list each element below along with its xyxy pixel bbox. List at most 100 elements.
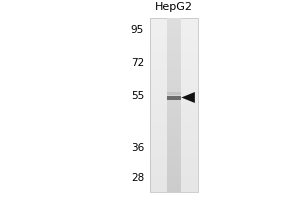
Bar xyxy=(150,93,198,96)
Bar xyxy=(167,131,181,134)
Bar xyxy=(150,134,198,137)
Bar xyxy=(150,149,198,151)
Bar xyxy=(150,131,198,134)
Bar xyxy=(150,183,198,186)
Bar xyxy=(167,61,181,64)
Bar xyxy=(150,163,198,166)
Bar xyxy=(150,18,198,192)
Bar xyxy=(150,172,198,175)
Bar xyxy=(167,134,181,137)
Bar xyxy=(167,117,181,119)
Bar xyxy=(167,186,181,189)
Bar xyxy=(167,18,181,20)
Bar xyxy=(167,143,181,146)
Bar xyxy=(167,87,181,90)
Bar xyxy=(150,119,198,122)
Bar xyxy=(167,35,181,38)
Bar xyxy=(150,128,198,131)
Bar xyxy=(150,67,198,70)
Bar xyxy=(167,108,181,111)
Bar xyxy=(150,82,198,84)
Bar xyxy=(167,82,181,84)
Bar xyxy=(150,122,198,125)
Bar xyxy=(167,55,181,58)
Text: 55: 55 xyxy=(131,91,144,101)
Bar xyxy=(150,157,198,160)
Text: 28: 28 xyxy=(131,173,144,183)
Bar xyxy=(167,76,181,79)
Bar xyxy=(167,105,181,108)
Bar xyxy=(150,102,198,105)
Bar xyxy=(167,29,181,32)
Bar xyxy=(167,47,181,50)
Bar xyxy=(167,64,181,67)
Bar xyxy=(150,111,198,114)
Bar xyxy=(167,96,181,99)
Bar xyxy=(167,151,181,154)
Bar xyxy=(150,181,198,183)
Bar xyxy=(150,73,198,76)
Bar xyxy=(167,70,181,73)
Bar xyxy=(150,50,198,52)
Bar xyxy=(167,114,181,117)
Bar xyxy=(150,105,198,108)
Bar xyxy=(150,151,198,154)
Bar xyxy=(167,99,181,102)
Bar xyxy=(167,119,181,122)
Bar xyxy=(150,166,198,169)
Bar xyxy=(167,92,181,95)
Bar xyxy=(167,157,181,160)
Bar xyxy=(150,23,198,26)
Bar xyxy=(167,137,181,140)
Bar xyxy=(167,178,181,181)
Bar xyxy=(167,128,181,131)
Bar xyxy=(150,26,198,29)
Bar xyxy=(167,20,181,23)
Bar xyxy=(167,73,181,76)
Bar xyxy=(150,29,198,32)
Bar xyxy=(150,108,198,111)
Bar xyxy=(150,35,198,38)
Bar xyxy=(150,154,198,157)
Bar xyxy=(167,169,181,172)
Bar xyxy=(167,111,181,114)
Bar xyxy=(150,143,198,146)
Bar xyxy=(150,96,198,99)
Bar xyxy=(167,163,181,166)
Bar xyxy=(150,38,198,41)
Bar xyxy=(150,140,198,143)
Bar xyxy=(167,183,181,186)
Bar xyxy=(167,154,181,157)
Bar xyxy=(167,189,181,192)
Bar xyxy=(167,96,181,100)
Text: 72: 72 xyxy=(131,58,144,68)
Bar xyxy=(150,61,198,64)
Bar xyxy=(150,79,198,82)
Bar xyxy=(167,149,181,151)
Bar xyxy=(167,23,181,26)
Bar xyxy=(167,140,181,143)
Bar xyxy=(150,76,198,79)
Bar xyxy=(150,186,198,189)
Bar xyxy=(167,160,181,163)
Bar xyxy=(150,55,198,58)
Bar xyxy=(167,32,181,35)
Bar xyxy=(167,41,181,44)
Bar xyxy=(167,172,181,175)
Bar xyxy=(167,67,181,70)
Bar xyxy=(167,50,181,52)
Bar xyxy=(167,90,181,93)
Bar xyxy=(167,79,181,82)
Bar xyxy=(167,181,181,183)
Bar xyxy=(150,52,198,55)
Bar xyxy=(150,41,198,44)
Text: 36: 36 xyxy=(131,143,144,153)
Bar xyxy=(167,38,181,41)
Bar xyxy=(150,90,198,93)
Bar xyxy=(167,84,181,87)
Bar xyxy=(150,146,198,149)
Text: HepG2: HepG2 xyxy=(155,2,193,12)
Bar xyxy=(150,20,198,23)
Polygon shape xyxy=(181,92,195,103)
Bar xyxy=(167,166,181,169)
